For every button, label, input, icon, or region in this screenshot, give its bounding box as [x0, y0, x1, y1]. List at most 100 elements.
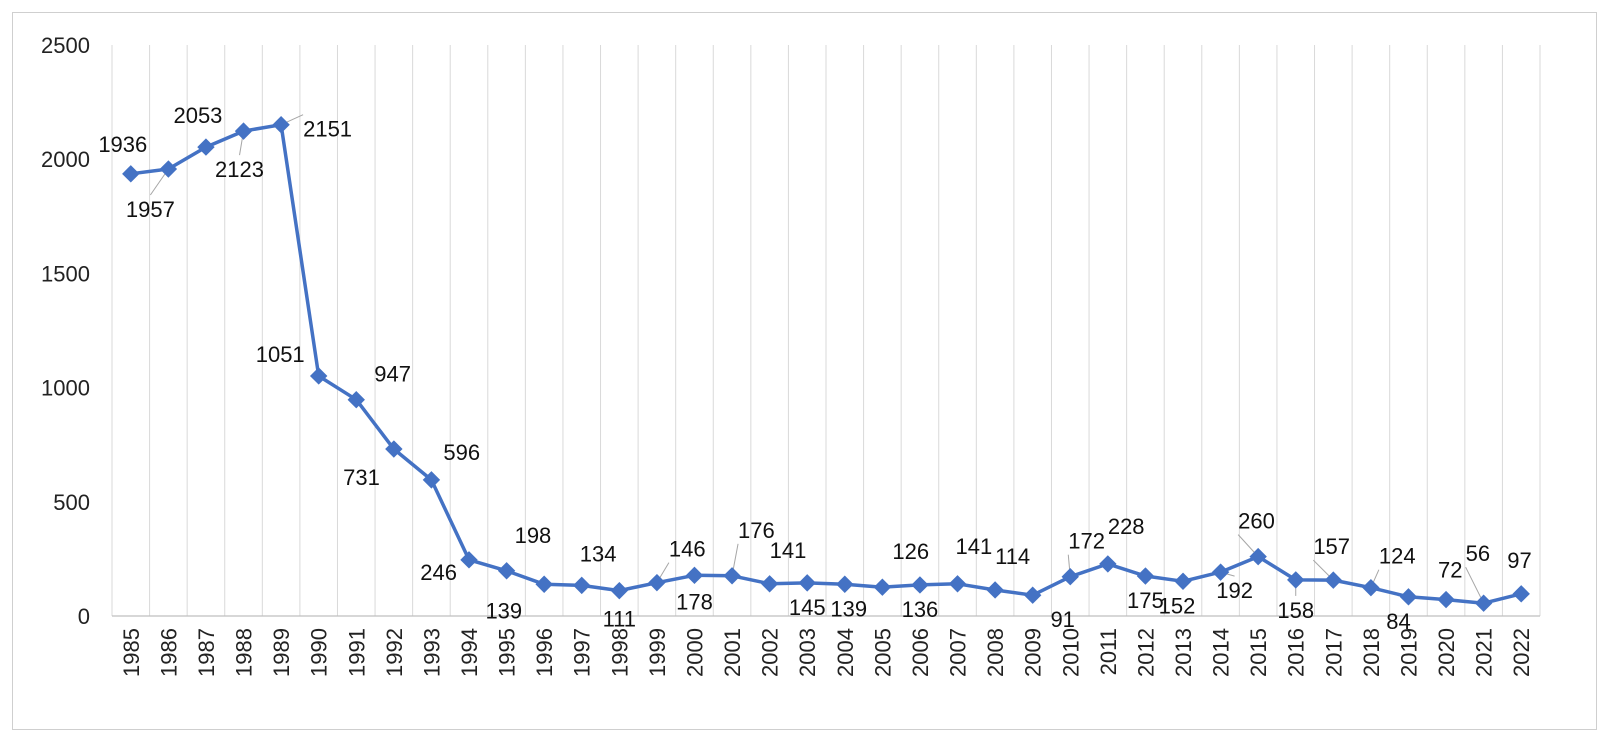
x-tick-label: 2015 — [1246, 628, 1271, 677]
leader-line — [1465, 566, 1485, 604]
data-label: 2151 — [303, 117, 352, 142]
data-label: 97 — [1507, 548, 1531, 573]
data-point-marker — [1174, 572, 1192, 590]
data-point-marker — [685, 566, 704, 585]
data-point-marker — [1362, 578, 1380, 597]
data-point-marker — [1437, 590, 1455, 609]
data-point-marker — [948, 575, 967, 593]
x-tick-label: 2003 — [795, 628, 820, 677]
data-label: 145 — [789, 595, 826, 620]
x-tick-label: 1987 — [194, 628, 219, 677]
x-tick-label: 2017 — [1321, 628, 1346, 677]
data-point-marker — [1023, 586, 1042, 604]
data-label: 124 — [1379, 544, 1416, 569]
data-label: 1051 — [256, 342, 305, 367]
data-point-marker — [648, 573, 666, 592]
gridlines — [111, 45, 1541, 617]
data-label: 114 — [995, 544, 1030, 569]
x-axis: 1985 1986 1987 1988 1989 1990 1991 1992 1993 1994… — [119, 628, 1534, 677]
data-label: 126 — [892, 539, 929, 564]
data-label: 141 — [770, 538, 807, 563]
data-point-marker — [1399, 588, 1418, 606]
data-point-marker — [159, 160, 178, 178]
data-point-marker — [272, 116, 290, 134]
data-label: 1957 — [126, 197, 175, 222]
x-tick-label: 1997 — [570, 628, 595, 677]
data-label: 139 — [485, 598, 522, 623]
data-point-marker — [760, 575, 779, 593]
data-point-marker — [385, 440, 403, 458]
data-label: 246 — [420, 560, 457, 585]
x-tick-label: 2009 — [1021, 628, 1046, 677]
data-label: 72 — [1438, 558, 1462, 583]
data-point-marker — [1211, 563, 1230, 581]
x-tick-label: 1985 — [119, 628, 144, 677]
data-point-marker — [122, 165, 140, 183]
data-point-marker — [798, 574, 816, 592]
data-label: 176 — [738, 518, 775, 543]
data-point-marker — [497, 562, 516, 580]
data-point-marker — [422, 471, 441, 489]
y-axis: 0 500 1000 1500 2000 2500 — [41, 33, 90, 629]
data-label: 596 — [443, 440, 480, 465]
x-tick-label: 2019 — [1396, 628, 1421, 677]
x-tick-label: 1992 — [382, 628, 407, 677]
data-label: 178 — [676, 589, 713, 614]
data-point-marker — [1136, 567, 1155, 585]
data-point-marker — [573, 576, 591, 595]
label-leader-lines — [149, 114, 1485, 604]
data-label: 146 — [669, 537, 706, 562]
data-label: 134 — [580, 541, 617, 566]
x-tick-label: 2010 — [1058, 628, 1083, 677]
x-tick-label: 1989 — [269, 628, 294, 677]
x-tick-label: 1990 — [307, 628, 332, 677]
x-tick-label: 2006 — [908, 628, 933, 677]
x-tick-label: 2018 — [1359, 628, 1384, 677]
x-tick-label: 2020 — [1434, 628, 1459, 677]
x-tick-label: 1999 — [645, 628, 670, 677]
data-label: 198 — [515, 523, 552, 548]
data-label: 1936 — [98, 132, 147, 157]
x-tick-label: 2012 — [1133, 628, 1158, 677]
data-point-marker — [1324, 571, 1343, 589]
y-tick-label: 2000 — [41, 147, 90, 172]
x-tick-label: 2004 — [833, 628, 858, 677]
x-tick-label: 1998 — [607, 628, 632, 677]
data-point-marker — [873, 578, 892, 596]
data-point-marker — [1061, 568, 1079, 586]
x-tick-label: 1986 — [156, 628, 181, 677]
data-label: 228 — [1108, 514, 1145, 539]
x-tick-label: 2008 — [983, 628, 1008, 677]
data-label: 56 — [1466, 541, 1490, 566]
y-tick-label: 0 — [78, 604, 90, 629]
chart-frame — [12, 12, 1597, 730]
x-tick-label: 1988 — [232, 628, 257, 677]
data-label: 172 — [1068, 529, 1105, 554]
data-label: 84 — [1386, 609, 1410, 634]
x-tick-label: 1991 — [344, 628, 369, 677]
data-point-marker — [1099, 555, 1117, 573]
x-tick-label: 1994 — [457, 628, 482, 677]
data-labels: 1936 1957 2053 2123 2151 1051 947 731 596 246 198 1… — [98, 103, 1531, 634]
data-label: 139 — [830, 596, 867, 621]
x-tick-label: 2013 — [1171, 628, 1196, 677]
data-point-marker — [460, 551, 478, 569]
x-tick-label: 2022 — [1509, 628, 1534, 677]
x-tick-label: 2021 — [1472, 628, 1497, 677]
data-label: 731 — [343, 465, 380, 490]
data-label: 152 — [1159, 593, 1196, 618]
data-point-marker — [535, 575, 553, 593]
data-point-marker — [309, 367, 328, 385]
data-label: 141 — [956, 534, 993, 559]
data-point-marker — [1287, 571, 1305, 589]
x-tick-label: 2002 — [758, 628, 783, 677]
x-tick-label: 1996 — [532, 628, 557, 677]
data-label: 136 — [902, 597, 939, 622]
data-label: 157 — [1313, 534, 1350, 559]
data-point-marker — [1249, 547, 1267, 566]
data-label: 2053 — [173, 103, 222, 128]
data-point-marker — [986, 581, 1004, 599]
x-tick-label: 2016 — [1284, 628, 1309, 677]
x-tick-label: 1995 — [495, 628, 520, 677]
